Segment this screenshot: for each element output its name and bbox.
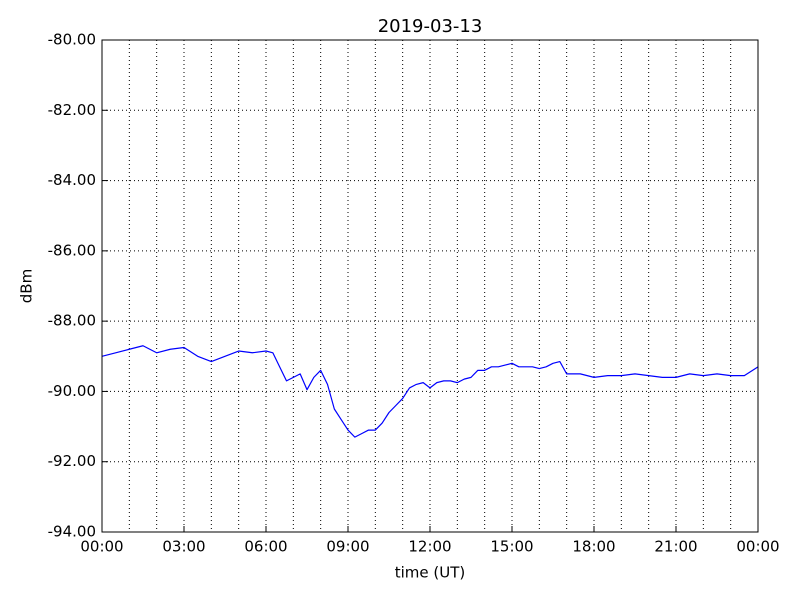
y-tick-label: -84.00 [48, 171, 96, 189]
x-tick-label: 09:00 [326, 538, 369, 556]
y-tick-label: -80.00 [48, 31, 96, 49]
y-tick-label: -90.00 [48, 382, 96, 400]
x-tick-label: 15:00 [490, 538, 533, 556]
chart-title: 2019-03-13 [378, 16, 483, 37]
y-axis-label: dBm [18, 269, 36, 303]
plot-frame [101, 39, 759, 533]
x-tick-label: 18:00 [572, 538, 615, 556]
x-tick-label: 00:00 [736, 538, 779, 556]
data-line [101, 345, 759, 438]
y-tick-label: -82.00 [48, 101, 96, 119]
y-tick-label: -92.00 [48, 452, 96, 470]
x-tick-label: 06:00 [244, 538, 287, 556]
x-tick-label: 00:00 [80, 538, 123, 556]
y-tick-label: -88.00 [48, 312, 96, 330]
y-tick-label: -86.00 [48, 241, 96, 259]
x-axis-label: time (UT) [395, 564, 466, 582]
x-tick-label: 21:00 [654, 538, 697, 556]
y-tick-label: -94.00 [48, 523, 96, 541]
x-tick-label: 03:00 [162, 538, 205, 556]
x-tick-label: 12:00 [408, 538, 451, 556]
